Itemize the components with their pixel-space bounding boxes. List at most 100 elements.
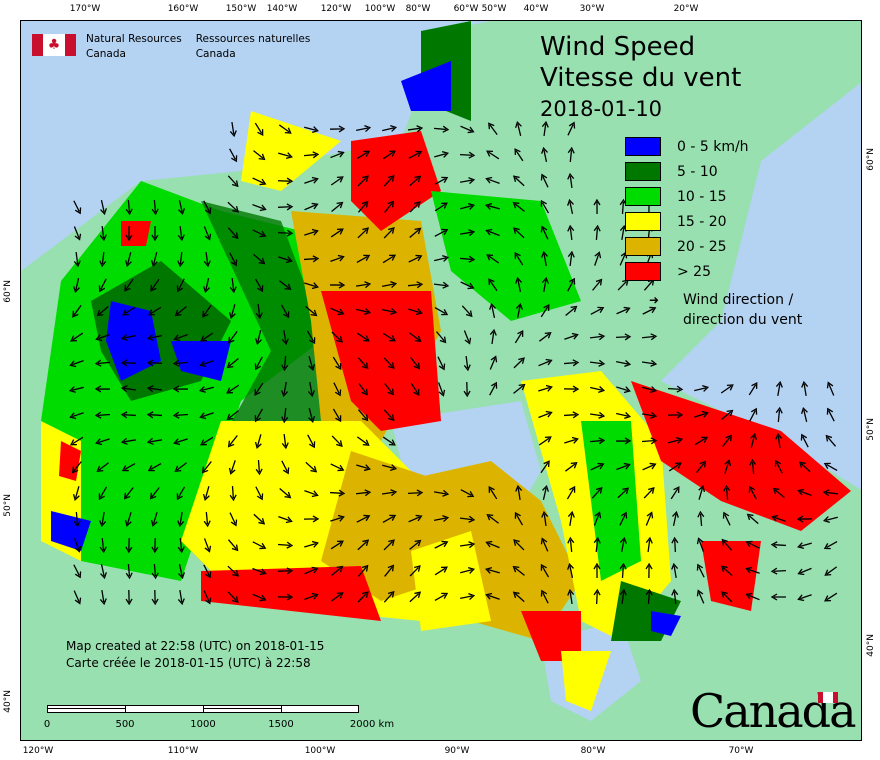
axis-label: 100°W	[364, 4, 396, 14]
axis-label: 110°W	[167, 746, 199, 756]
wind-arrow	[226, 410, 239, 421]
wind-arrow	[489, 355, 498, 370]
wind-arrow	[433, 489, 450, 497]
flag-icon	[818, 692, 838, 703]
wind-arrow	[619, 562, 627, 579]
wind-arrow	[331, 435, 343, 447]
wind-arrow	[645, 588, 653, 605]
wind-arrow	[229, 277, 237, 294]
axis-label: 50°W	[481, 4, 507, 14]
wind-arrow	[589, 333, 606, 341]
wind-arrow	[745, 566, 760, 574]
wind-arrow	[771, 514, 786, 522]
wind-arrow	[331, 331, 343, 343]
wind-arrow	[746, 513, 759, 525]
legend-swatch	[625, 137, 661, 156]
wind-arrow	[408, 150, 423, 159]
wind-arrow	[567, 510, 575, 527]
wind-arrow	[123, 487, 134, 500]
wind-arrow	[643, 487, 655, 499]
wind-arrow	[199, 360, 214, 368]
wind-arrow	[307, 434, 316, 449]
wind-arrow	[253, 253, 266, 265]
legend-item: 5 - 10	[625, 159, 802, 184]
wind-arrow	[146, 359, 163, 367]
wind-arrow	[357, 200, 369, 213]
wind-arrow	[173, 334, 188, 342]
wind-arrow	[73, 278, 80, 294]
wind-arrow	[330, 228, 344, 238]
wind-arrow	[304, 202, 319, 211]
wind-arrow	[228, 330, 238, 344]
wind-arrow	[120, 437, 137, 445]
wind-arrow	[228, 460, 236, 475]
wind-arrow	[563, 385, 580, 393]
wind-arrow	[356, 514, 371, 523]
wind-arrow	[356, 308, 372, 316]
wind-arrow	[437, 382, 446, 397]
wind-arrow	[409, 591, 422, 603]
wind-arrow	[724, 459, 732, 474]
wind-arrow	[514, 511, 524, 526]
wind-arrow	[308, 408, 316, 424]
wind-arrow	[177, 225, 185, 242]
wind-arrow	[590, 306, 605, 315]
wind-arrow	[641, 437, 658, 445]
wind-arrow	[125, 225, 133, 242]
wind-arrow	[667, 385, 684, 393]
legend-label: 15 - 20	[677, 213, 727, 230]
wind-arrow	[203, 251, 211, 268]
wind-arrow	[277, 203, 294, 211]
wind-arrow	[434, 566, 448, 576]
wind-arrow	[433, 125, 450, 133]
wind-arrow	[94, 359, 111, 367]
wind-arrow	[563, 359, 580, 367]
wind-arrow	[125, 537, 133, 554]
wind-arrow	[593, 562, 601, 579]
wind-arrow	[278, 152, 293, 160]
wind-speed-map	[21, 21, 861, 740]
wind-arrow	[565, 462, 578, 472]
wind-arrow	[356, 332, 370, 342]
wind-arrow	[94, 385, 111, 393]
wind-arrow	[307, 381, 315, 398]
wind-arrow	[589, 411, 606, 419]
wind-arrow	[437, 356, 446, 371]
wind-arrow	[514, 251, 524, 266]
wind-arrow	[672, 510, 679, 526]
axis-label: 90°W	[444, 746, 470, 756]
wind-arrow	[745, 592, 760, 601]
wind-arrow	[720, 565, 733, 577]
wind-arrow	[227, 565, 240, 577]
wind-arrow	[409, 201, 421, 213]
wind-arrow	[512, 591, 525, 603]
wind-arrow	[73, 590, 82, 605]
wind-arrow	[229, 512, 238, 527]
wind-arrow	[564, 332, 579, 340]
wind-arrow	[460, 125, 475, 134]
credit-en: Map created at 22:58 (UTC) on 2018-01-15	[66, 639, 325, 653]
wind-arrow	[305, 461, 318, 473]
wind-arrow	[96, 306, 109, 317]
wind-arrow	[749, 458, 757, 475]
wind-arrow	[121, 462, 136, 472]
wind-arrow	[277, 541, 294, 549]
wind-arrow	[541, 120, 549, 137]
wind-arrow	[329, 281, 346, 289]
wind-arrow	[177, 589, 185, 606]
wind-arrow	[281, 433, 289, 450]
legend-label: 10 - 15	[677, 188, 727, 205]
axis-label: 70°W	[728, 746, 754, 756]
wind-arrow	[382, 254, 397, 264]
wind-arrow	[382, 464, 398, 472]
wind-arrow	[383, 357, 395, 369]
wind-arrow	[538, 384, 553, 392]
wind-arrow	[667, 411, 684, 419]
agency-fr-2: Canada	[195, 48, 236, 60]
wind-arrow	[146, 437, 163, 445]
agency-fr: Ressources naturelles	[195, 33, 311, 45]
wind-arrow	[434, 515, 450, 523]
wind-arrow	[355, 489, 372, 497]
wind-arrow	[408, 514, 423, 523]
wind-arrow	[694, 410, 709, 418]
